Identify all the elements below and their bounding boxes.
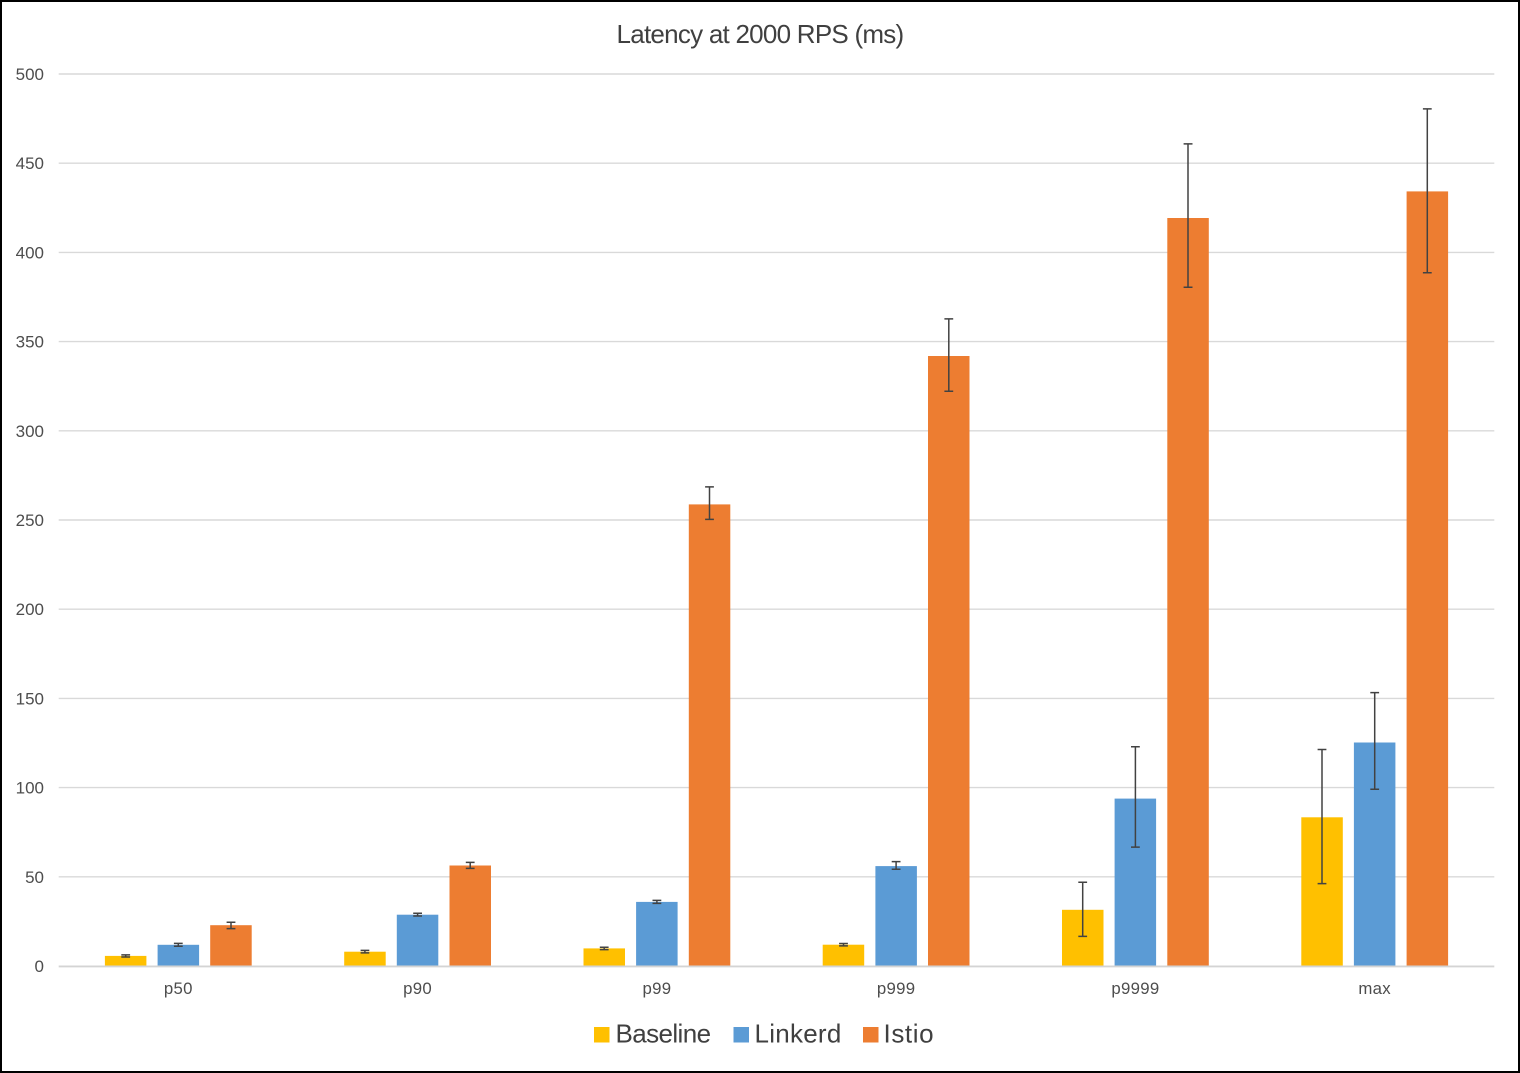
svg-text:p9999: p9999 [1111, 979, 1159, 998]
svg-text:500: 500 [16, 65, 44, 84]
svg-text:p50: p50 [164, 979, 193, 998]
svg-text:150: 150 [16, 689, 44, 708]
svg-text:300: 300 [16, 422, 44, 441]
svg-text:p90: p90 [403, 979, 432, 998]
svg-text:Linkerd: Linkerd [755, 1019, 842, 1049]
svg-text:100: 100 [16, 779, 44, 798]
svg-text:0: 0 [35, 957, 44, 976]
svg-text:Latency at 2000 RPS (ms): Latency at 2000 RPS (ms) [617, 19, 904, 49]
svg-text:50: 50 [25, 868, 44, 887]
svg-text:Istio: Istio [884, 1019, 935, 1049]
svg-text:400: 400 [16, 243, 44, 262]
svg-text:250: 250 [16, 511, 44, 530]
svg-text:max: max [1358, 979, 1391, 998]
svg-text:200: 200 [16, 600, 44, 619]
svg-text:450: 450 [16, 154, 44, 173]
svg-text:350: 350 [16, 333, 44, 352]
svg-text:p999: p999 [877, 979, 916, 998]
svg-text:Baseline: Baseline [616, 1019, 711, 1049]
svg-text:p99: p99 [642, 979, 671, 998]
